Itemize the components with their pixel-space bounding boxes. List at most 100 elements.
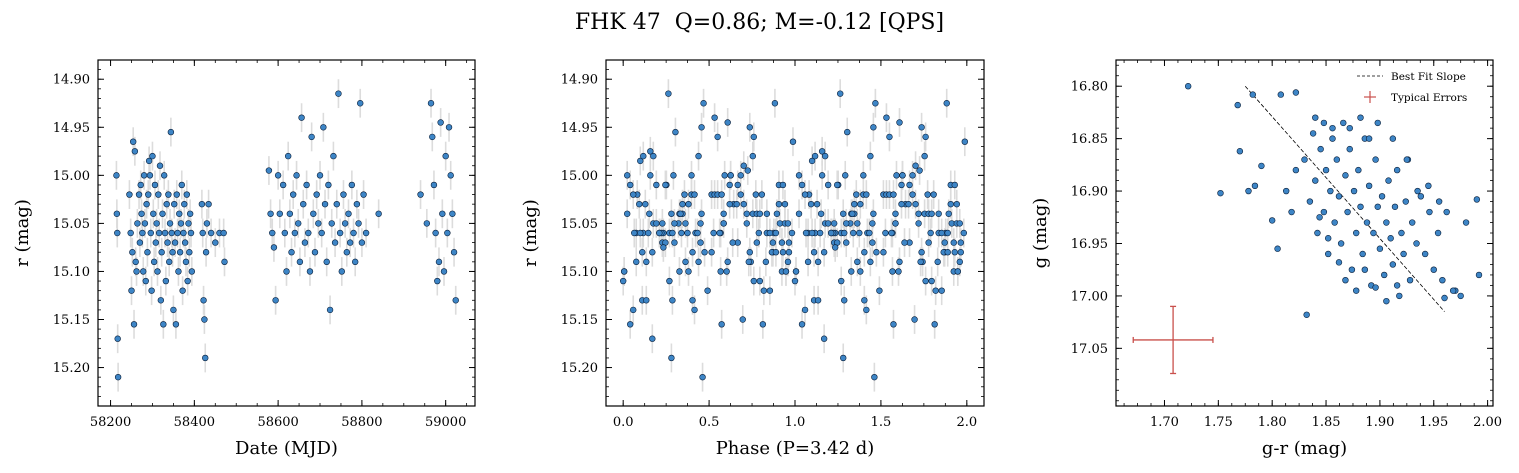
data-point bbox=[947, 200, 954, 208]
data-point bbox=[760, 287, 768, 294]
data-point bbox=[811, 152, 819, 160]
data-point bbox=[960, 229, 968, 237]
data-point bbox=[753, 239, 761, 246]
data-point bbox=[896, 258, 903, 266]
data-point bbox=[824, 181, 832, 189]
data-point bbox=[160, 321, 167, 328]
data-point bbox=[866, 229, 873, 237]
data-point bbox=[788, 229, 796, 237]
data-point bbox=[818, 172, 826, 179]
data-point bbox=[912, 162, 919, 169]
data-point bbox=[375, 210, 382, 217]
data-point bbox=[630, 306, 637, 314]
data-point bbox=[718, 321, 725, 328]
data-point bbox=[867, 152, 874, 160]
data-point bbox=[662, 181, 669, 189]
x-tick-label: 0.0 bbox=[613, 415, 634, 430]
data-point bbox=[763, 210, 771, 217]
data-point bbox=[723, 268, 730, 275]
data-point bbox=[429, 133, 436, 141]
data-point bbox=[784, 258, 792, 266]
data-point bbox=[695, 152, 702, 160]
data-point bbox=[1355, 166, 1362, 174]
data-point bbox=[1274, 245, 1281, 252]
data-point bbox=[452, 297, 459, 304]
data-point bbox=[737, 191, 744, 198]
data-point bbox=[1303, 311, 1310, 318]
data-point bbox=[333, 200, 340, 208]
data-point bbox=[841, 229, 848, 237]
data-point bbox=[169, 249, 176, 256]
data-point bbox=[647, 148, 654, 155]
data-point bbox=[320, 124, 327, 131]
data-point bbox=[740, 200, 747, 208]
data-point bbox=[1324, 235, 1332, 242]
data-point bbox=[726, 181, 733, 189]
data-point bbox=[1357, 203, 1364, 210]
data-point bbox=[296, 258, 304, 266]
data-point bbox=[813, 200, 821, 208]
data-points bbox=[113, 79, 459, 392]
data-point bbox=[326, 306, 334, 314]
data-point bbox=[183, 191, 191, 198]
data-point bbox=[1312, 114, 1319, 121]
data-point bbox=[831, 244, 839, 251]
data-point bbox=[854, 258, 861, 266]
data-point bbox=[162, 277, 170, 285]
data-point bbox=[668, 354, 675, 362]
data-point bbox=[863, 191, 870, 198]
data-point bbox=[925, 239, 932, 246]
data-point bbox=[1346, 124, 1353, 132]
data-point bbox=[824, 220, 832, 227]
data-point bbox=[186, 249, 193, 256]
data-point bbox=[699, 373, 706, 381]
data-point bbox=[139, 229, 146, 237]
data-point bbox=[619, 277, 627, 285]
data-point bbox=[631, 229, 638, 237]
data-point bbox=[653, 181, 660, 189]
data-point bbox=[671, 239, 678, 246]
data-point bbox=[1361, 266, 1369, 273]
data-point bbox=[924, 191, 931, 198]
data-point bbox=[1329, 135, 1336, 142]
data-point bbox=[146, 172, 154, 179]
data-point bbox=[1475, 271, 1483, 279]
data-point bbox=[1234, 101, 1241, 109]
data-point bbox=[857, 200, 864, 208]
data-point bbox=[165, 191, 172, 198]
data-point bbox=[698, 210, 705, 217]
data-point bbox=[1435, 198, 1443, 205]
data-point bbox=[1381, 271, 1388, 279]
data-point bbox=[1337, 240, 1345, 247]
data-point bbox=[142, 277, 149, 285]
data-point bbox=[440, 268, 448, 275]
data-point bbox=[126, 191, 133, 198]
data-point bbox=[798, 321, 806, 328]
data-point bbox=[917, 258, 924, 266]
data-point bbox=[886, 133, 893, 141]
data-point bbox=[1413, 240, 1420, 247]
data-point bbox=[912, 200, 919, 208]
data-point bbox=[207, 229, 215, 237]
data-point bbox=[954, 268, 961, 275]
data-point bbox=[676, 268, 683, 275]
data-point bbox=[1406, 276, 1414, 284]
data-point bbox=[808, 157, 816, 165]
data-point bbox=[158, 249, 165, 256]
data-point bbox=[867, 258, 874, 266]
data-point bbox=[427, 100, 435, 107]
data-point bbox=[782, 268, 790, 275]
data-point bbox=[685, 200, 692, 208]
data-point bbox=[1335, 259, 1343, 266]
data-point bbox=[1393, 282, 1401, 289]
data-point bbox=[1312, 177, 1319, 184]
data-point bbox=[295, 220, 302, 227]
data-point bbox=[941, 239, 948, 246]
data-point bbox=[909, 172, 916, 179]
data-point bbox=[205, 200, 212, 208]
data-point bbox=[950, 239, 957, 246]
data-point bbox=[688, 172, 695, 179]
data-points bbox=[1132, 83, 1483, 375]
data-point bbox=[149, 152, 156, 160]
data-point bbox=[814, 297, 822, 304]
